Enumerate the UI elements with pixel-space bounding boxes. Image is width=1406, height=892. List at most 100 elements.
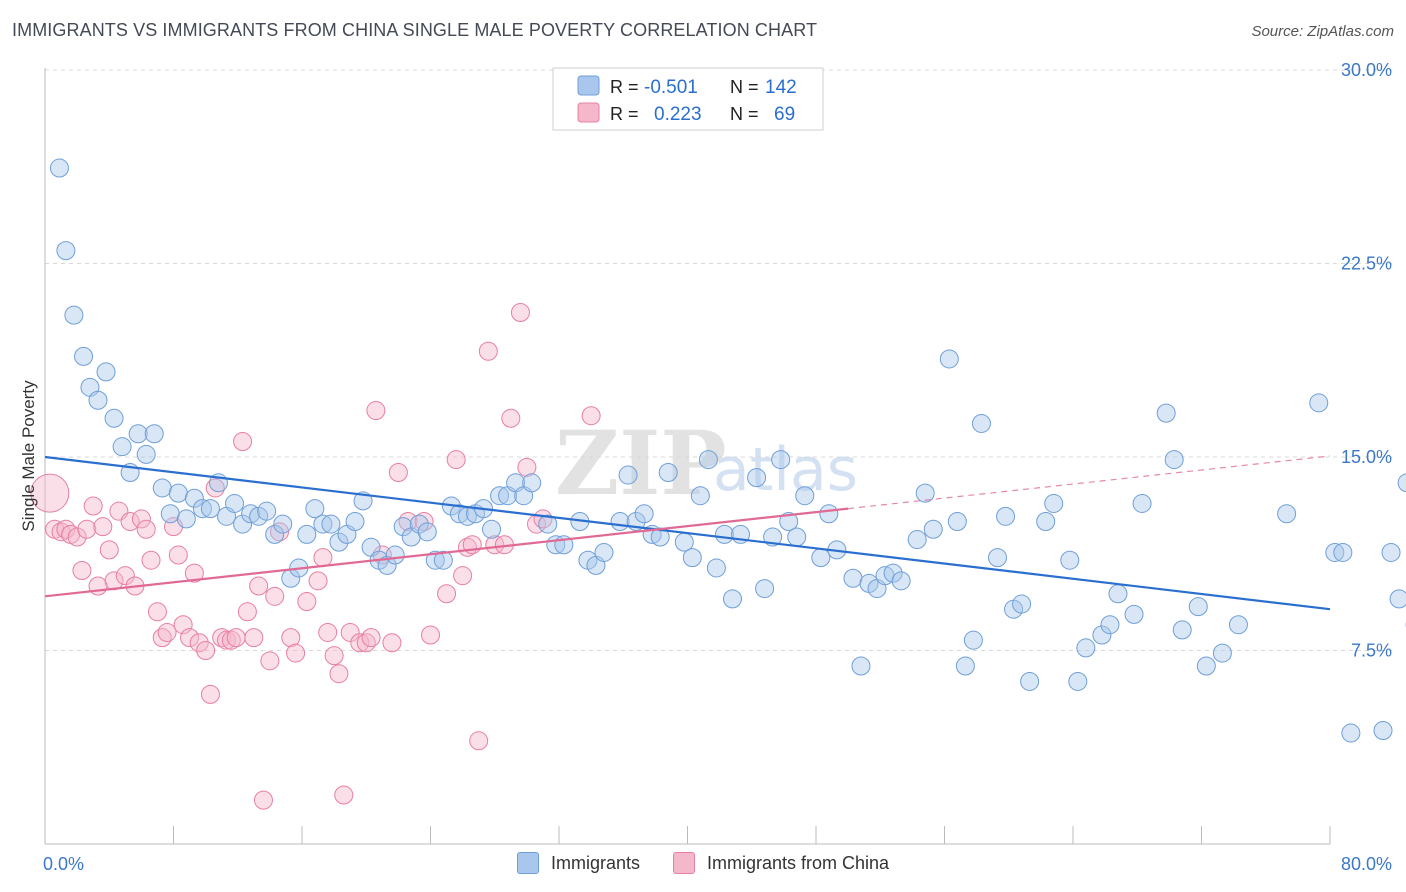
- data-point: [1060, 550, 1080, 570]
- immigrants-trend-line: [44, 455, 1331, 611]
- data-point: [581, 406, 601, 426]
- data-point: [96, 362, 116, 382]
- data-point: [449, 504, 469, 524]
- x-tick-label: 0.0%: [43, 854, 84, 874]
- data-point: [409, 514, 429, 534]
- data-point: [226, 628, 246, 648]
- data-point: [517, 457, 537, 477]
- data-point: [184, 488, 204, 508]
- data-point: [1389, 589, 1406, 609]
- legend-n-label: N =: [730, 104, 759, 124]
- tick-labels: 7.5% 15.0% 22.5% 30.0% 0.0% 80.0%: [43, 60, 1392, 874]
- data-point: [340, 622, 360, 642]
- data-point: [128, 424, 148, 444]
- data-point: [253, 790, 273, 810]
- data-point: [522, 473, 542, 493]
- data-point: [200, 684, 220, 704]
- y-axis-label: Single Male Poverty: [19, 380, 38, 532]
- data-point: [1333, 542, 1353, 562]
- legend-swatch-pink: [672, 852, 695, 874]
- immigrants-from-china-trend-line: [44, 507, 849, 598]
- data-point: [851, 656, 871, 676]
- data-point: [99, 540, 119, 560]
- data-point: [485, 535, 505, 555]
- legend-item-immigrants: Immigrants: [516, 852, 640, 874]
- data-point: [131, 509, 151, 529]
- data-point: [1373, 720, 1393, 740]
- data-point: [67, 527, 87, 547]
- data-point: [233, 432, 253, 452]
- axes: [44, 68, 1331, 845]
- data-point: [538, 514, 558, 534]
- data-point: [437, 584, 457, 604]
- data-point: [385, 545, 405, 565]
- data-point: [281, 628, 301, 648]
- data-point: [221, 630, 241, 650]
- data-point: [313, 548, 333, 568]
- data-point: [618, 465, 638, 485]
- data-point: [286, 643, 306, 663]
- data-point: [83, 496, 103, 516]
- legend-item-immigrants-from-china: Immigrants from China: [672, 852, 889, 874]
- data-point: [189, 633, 209, 653]
- chart-title: IMMIGRANTS VS IMMIGRANTS FROM CHINA SING…: [12, 20, 818, 40]
- legend-r-value: -0.501: [644, 77, 698, 98]
- data-point: [425, 550, 445, 570]
- data-point: [1341, 723, 1361, 743]
- data-point: [196, 641, 216, 660]
- data-point: [233, 514, 253, 534]
- data-point: [478, 341, 498, 361]
- data-point: [334, 785, 354, 805]
- y-tick-label: 15.0%: [1341, 447, 1392, 467]
- data-point: [265, 524, 285, 544]
- data-point: [205, 478, 225, 498]
- data-point: [313, 514, 333, 534]
- legend-r-label: R =: [610, 77, 639, 97]
- data-point: [350, 633, 370, 653]
- data-point: [1100, 615, 1120, 635]
- y-tick-label: 30.0%: [1341, 60, 1392, 80]
- data-point: [361, 628, 381, 648]
- source-label: Source: ZipAtlas.com: [1251, 23, 1394, 40]
- data-point: [88, 390, 108, 410]
- data-point: [1309, 393, 1329, 413]
- data-point: [469, 731, 489, 751]
- data-point: [771, 450, 791, 470]
- data-point: [93, 517, 113, 537]
- data-point: [377, 555, 397, 575]
- legend-label-immigrants: Immigrants: [550, 852, 640, 873]
- data-point: [1108, 584, 1128, 604]
- data-point: [883, 563, 903, 583]
- legend-n-value: 69: [774, 104, 795, 125]
- data-point: [417, 522, 437, 542]
- data-point: [971, 413, 991, 433]
- data-point: [1044, 493, 1064, 513]
- data-point: [446, 450, 466, 470]
- legend-r-label: R =: [610, 104, 639, 124]
- data-point: [152, 478, 172, 498]
- data-point: [1188, 597, 1208, 617]
- trend-lines: [44, 455, 1331, 611]
- legend-swatch-immigrants-from-china: [577, 102, 600, 123]
- data-point: [510, 303, 530, 323]
- data-point: [923, 519, 943, 539]
- data-point: [988, 548, 1008, 568]
- data-point: [104, 408, 124, 428]
- data-point: [755, 579, 775, 599]
- data-point: [160, 504, 180, 524]
- data-point: [779, 512, 799, 531]
- data-point: [690, 486, 710, 506]
- data-point: [388, 462, 408, 482]
- data-point: [706, 558, 726, 578]
- data-point: [305, 499, 325, 519]
- data-point: [763, 527, 783, 547]
- data-point: [482, 519, 502, 539]
- legend-n-value: 142: [765, 77, 797, 98]
- data-point: [1068, 671, 1088, 691]
- data-point: [1277, 504, 1297, 524]
- data-point: [345, 512, 365, 531]
- data-point: [907, 530, 927, 550]
- data-point: [184, 563, 204, 583]
- data-point: [795, 486, 815, 506]
